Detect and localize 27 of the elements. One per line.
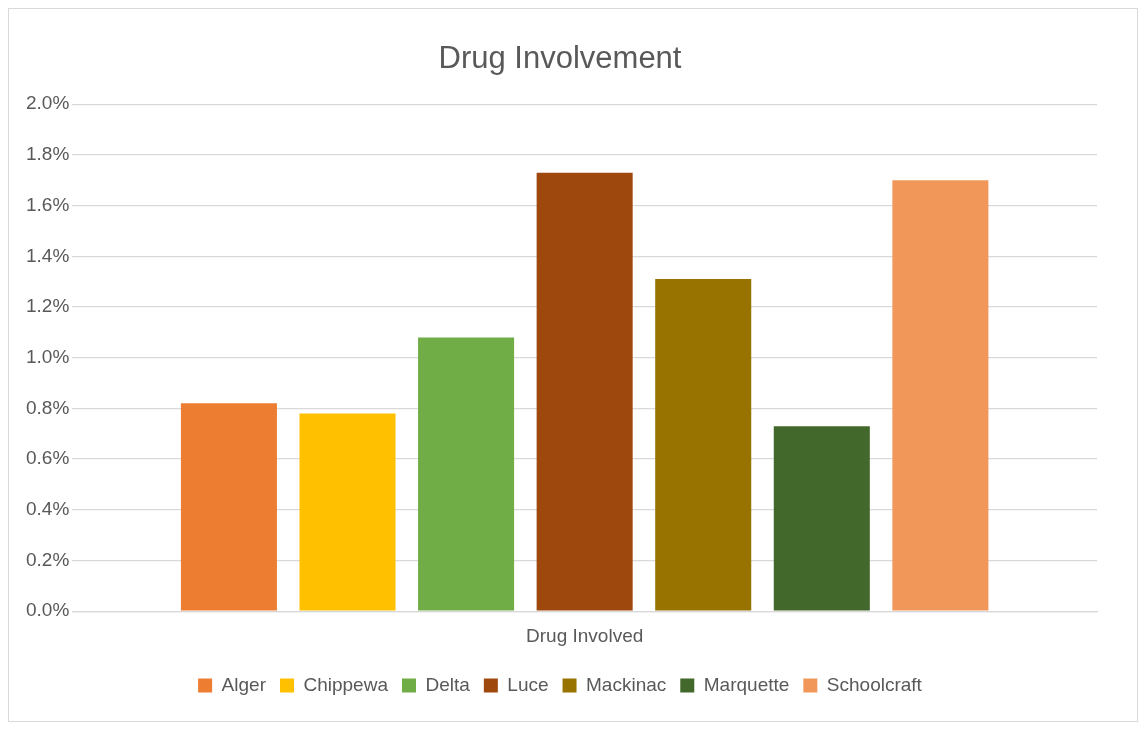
x-tick-label: Drug Involved [526,624,644,646]
y-tick-label: 0.0% [25,599,70,621]
y-tick-label: 0.6% [25,447,70,469]
legend-label: Luce [507,673,549,695]
y-tick-label: 0.8% [25,396,70,418]
legend-label: Chippewa [303,673,389,695]
y-tick-label: 1.0% [25,345,70,367]
y-tick-label: 1.8% [25,143,70,165]
bar [773,426,870,611]
bar [418,337,515,611]
chart-title: Drug Involvement [438,40,682,76]
legend-label: Schoolcraft [826,673,923,695]
bar [299,413,396,611]
y-tick-label: 0.4% [25,498,70,520]
legend-label: Alger [221,673,267,695]
legend-label: Marquette [703,673,790,695]
legend-label: Delta [425,673,471,695]
bar [655,279,752,611]
y-tick-label: 0.2% [25,548,70,570]
y-tick-label: 1.2% [25,295,70,317]
y-tick-label: 1.6% [25,193,70,215]
legend-label: Mackinac [586,673,667,695]
y-tick-label: 1.4% [25,244,70,266]
bar [536,172,633,611]
bar [180,403,277,611]
y-tick-label: 2.0% [25,92,70,114]
bar [892,180,989,611]
